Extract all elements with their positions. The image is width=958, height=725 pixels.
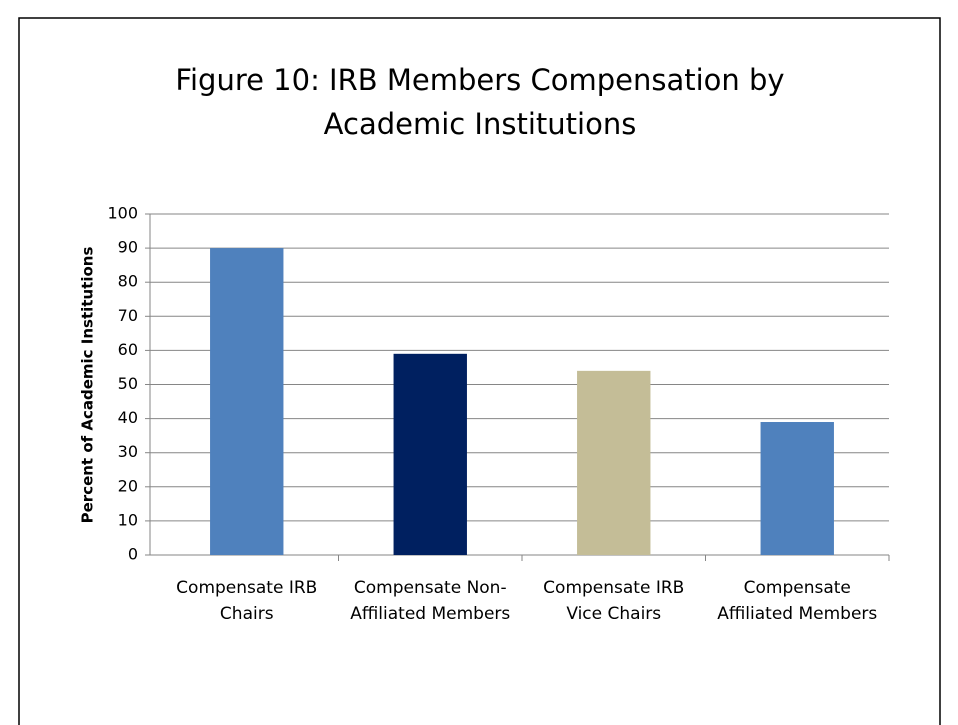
- bar: [577, 370, 651, 555]
- x-tick-label: Compensate IRB Vice Chairs: [543, 578, 685, 624]
- y-tick-label: 100: [107, 204, 138, 223]
- x-tick-label: Compensate Affiliated Members: [717, 578, 878, 624]
- y-tick-label: 20: [118, 476, 138, 495]
- bar: [760, 422, 834, 555]
- y-tick-label: 40: [118, 408, 138, 427]
- bar: [393, 353, 467, 555]
- y-tick-label: 50: [118, 374, 138, 393]
- y-tick-label: 0: [128, 545, 138, 564]
- chart-title: Figure 10: IRB Members Compensation by A…: [175, 63, 785, 141]
- y-tick-label: 60: [118, 340, 138, 359]
- y-tick-label: 80: [118, 272, 138, 291]
- y-axis-label: Percent of Academic Institutions: [79, 247, 97, 524]
- x-tick-label: Compensate Non-Affiliated Members: [350, 578, 511, 624]
- y-tick-label: 10: [118, 510, 138, 529]
- y-tick-label: 90: [118, 238, 138, 257]
- y-tick-label: 70: [118, 306, 138, 325]
- bar: [210, 248, 284, 555]
- y-tick-label: 30: [118, 442, 138, 461]
- frame: [18, 17, 941, 725]
- x-tick-label: Compensate IRB Chairs: [176, 578, 318, 624]
